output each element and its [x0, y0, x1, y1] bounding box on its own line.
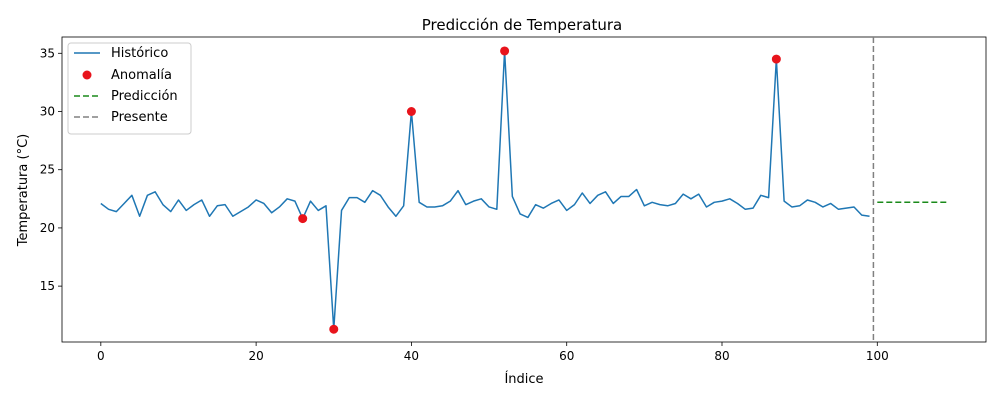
legend-anomaly-swatch [82, 70, 92, 80]
x-tick-label: 0 [97, 349, 105, 363]
y-axis-ticks: 15 20 25 30 35 [40, 46, 62, 293]
legend-box [67, 42, 192, 135]
anomaly-point [329, 324, 339, 334]
anomaly-point [298, 214, 308, 224]
x-tick-label: 20 [248, 349, 263, 363]
anomaly-point [500, 46, 510, 56]
x-tick-label: 80 [714, 349, 729, 363]
x-tick-label: 40 [404, 349, 419, 363]
y-tick-label: 30 [40, 105, 55, 119]
legend-label: Presente [111, 110, 168, 125]
y-tick-label: 35 [40, 46, 55, 60]
plot-area [61, 36, 987, 343]
plot-layer [100, 37, 948, 342]
y-tick-label: 15 [40, 279, 55, 293]
legend-label: Histórico [111, 46, 168, 61]
anomaly-point [771, 54, 781, 64]
anomaly-point [406, 107, 416, 117]
y-tick-label: 20 [40, 221, 55, 235]
x-tick-label: 60 [559, 349, 574, 363]
historic-series-line [100, 50, 870, 330]
legend: Histórico Anomalía Predicción Presente [67, 42, 192, 135]
x-axis-ticks: 0 20 40 60 80 100 [97, 342, 889, 363]
y-axis-label: Temperatura (°C) [16, 134, 31, 247]
legend-label: Anomalía [111, 68, 172, 83]
chart-title: Predicción de Temperatura [422, 16, 622, 34]
x-tick-label: 100 [866, 349, 889, 363]
y-tick-label: 25 [40, 163, 55, 177]
x-axis-label: Índice [504, 371, 543, 387]
legend-label: Predicción [111, 89, 178, 104]
